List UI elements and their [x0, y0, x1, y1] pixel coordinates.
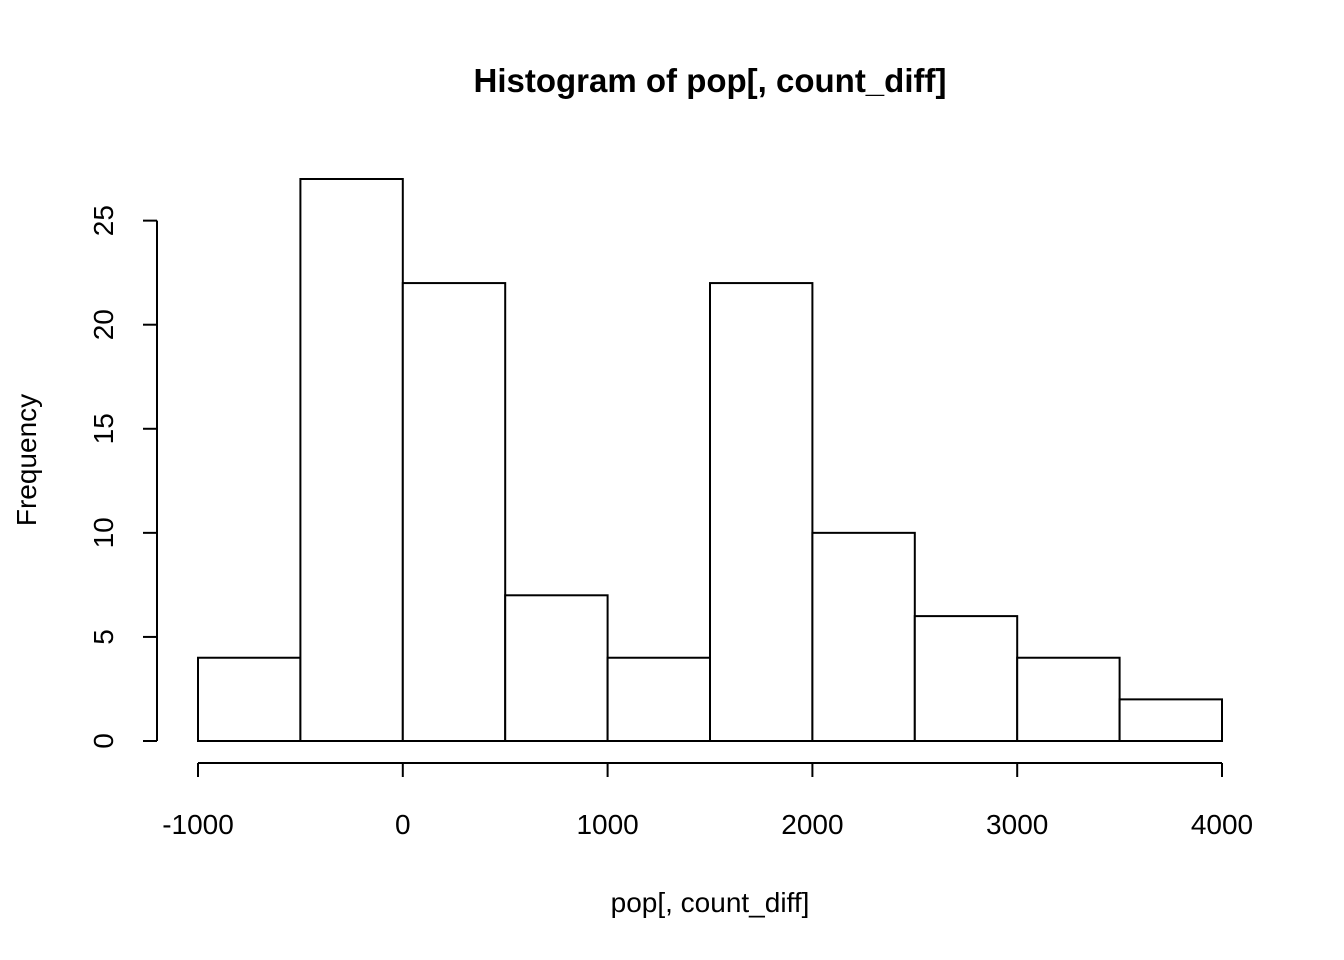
- histogram-bar: [401, 282, 507, 742]
- y-axis: 0 5 10 15 20 25: [88, 205, 158, 749]
- x-tick-label: 3000: [986, 809, 1048, 840]
- y-tick-label: 5: [88, 629, 119, 645]
- chart-title: Histogram of pop[, count_diff]: [474, 62, 947, 99]
- histogram-bar: [913, 615, 1019, 742]
- histogram-bar: [811, 531, 916, 743]
- histogram-bar: [1118, 698, 1223, 742]
- y-tick-label: 10: [88, 517, 119, 548]
- bars-group: [197, 178, 1223, 743]
- y-tick-label: 25: [88, 205, 119, 236]
- x-axis-label: pop[, count_diff]: [611, 887, 810, 918]
- histogram-bar: [1016, 656, 1121, 742]
- histogram-bar: [197, 656, 302, 742]
- histogram-bar: [504, 594, 609, 743]
- x-tick-label: -1000: [162, 809, 234, 840]
- histogram-bar: [299, 178, 404, 742]
- y-tick-label: 15: [88, 413, 119, 444]
- x-tick-label: 4000: [1191, 809, 1253, 840]
- histogram-bar: [709, 282, 814, 742]
- x-axis: -1000 0 1000 2000 3000 4000: [162, 762, 1253, 840]
- x-tick-label: 0: [395, 809, 411, 840]
- y-tick-label: 20: [88, 309, 119, 340]
- y-tick-label: 0: [88, 733, 119, 749]
- y-axis-label: Frequency: [11, 394, 42, 526]
- x-tick-label: 1000: [576, 809, 638, 840]
- histogram-bar: [606, 656, 711, 742]
- x-tick-label: 2000: [781, 809, 843, 840]
